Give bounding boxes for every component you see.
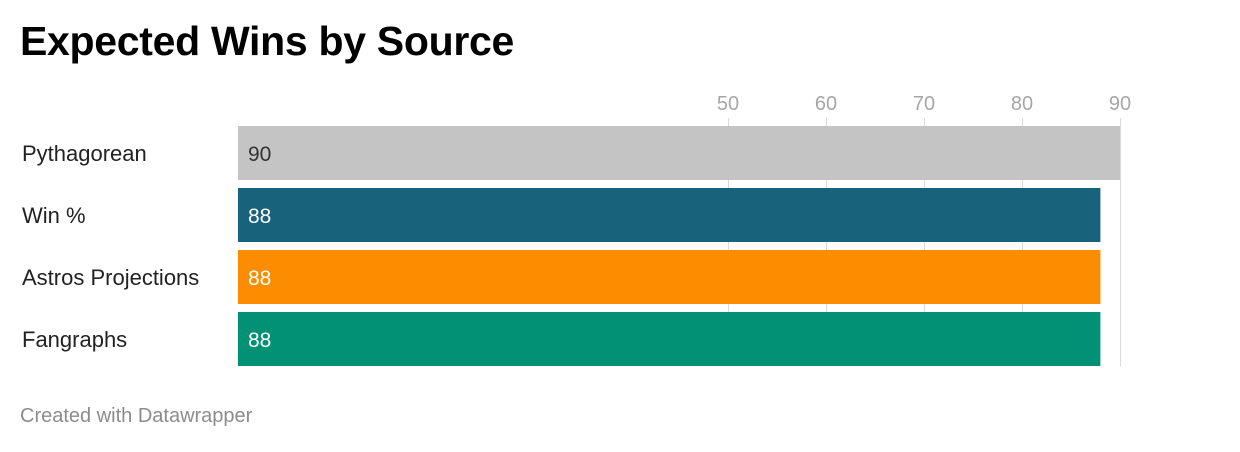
bar-value-label-1: 88 <box>248 205 271 228</box>
category-labels: Pythagorean Win % Astros Projections Fangra… <box>22 141 199 352</box>
x-tick-label-70: 70 <box>913 93 935 115</box>
footer-credit: Created with Datawrapper <box>20 405 253 427</box>
category-label-2: Astros Projections <box>22 265 199 290</box>
bar-0 <box>238 126 1120 180</box>
bars: 90 88 88 88 <box>238 126 1120 366</box>
category-label-0: Pythagorean <box>22 141 147 166</box>
category-label-1: Win % <box>22 203 86 228</box>
bar-value-label-3: 88 <box>248 329 271 352</box>
category-label-3: Fangraphs <box>22 327 127 352</box>
bar-3 <box>238 312 1101 366</box>
bar-value-label-2: 88 <box>248 267 271 290</box>
x-axis-ticks: 50 60 70 80 90 <box>717 93 1131 115</box>
x-tick-label-80: 80 <box>1011 93 1033 115</box>
x-tick-label-50: 50 <box>717 93 739 115</box>
x-tick-label-60: 60 <box>815 93 837 115</box>
bar-2 <box>238 250 1101 304</box>
bar-1 <box>238 188 1101 242</box>
x-tick-label-90: 90 <box>1109 93 1131 115</box>
bar-value-label-0: 90 <box>248 143 271 166</box>
chart-title: Expected Wins by Source <box>20 18 514 64</box>
